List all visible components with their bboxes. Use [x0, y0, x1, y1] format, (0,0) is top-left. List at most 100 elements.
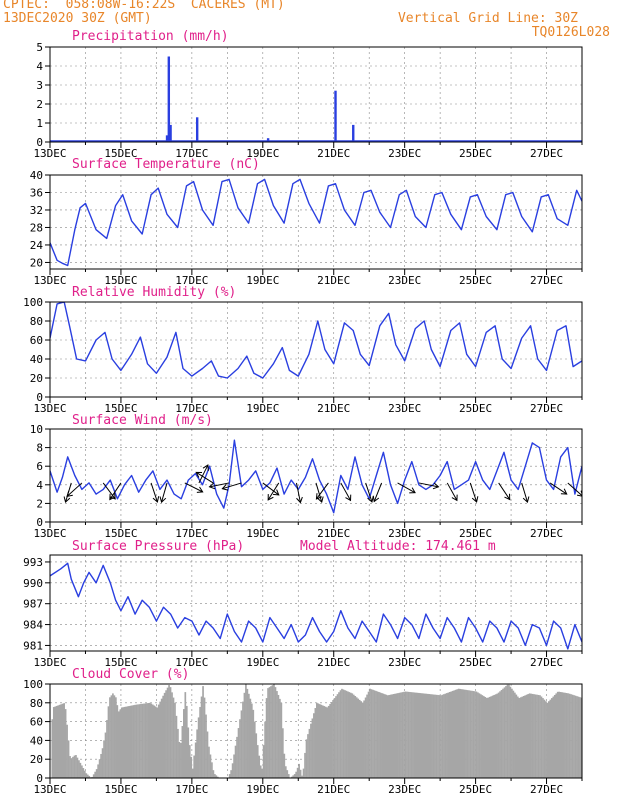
cloud-bar — [128, 706, 130, 778]
wind-arrow — [498, 482, 511, 500]
cloud-bar — [338, 692, 340, 778]
y-tick-label: 28 — [30, 221, 43, 234]
wind-arrow-head — [267, 494, 274, 501]
cloud-bar — [282, 728, 284, 778]
x-tick-label: 23DEC — [388, 656, 421, 669]
cloud-bar — [85, 773, 88, 778]
cloud-bar — [271, 685, 274, 778]
cloud-bar — [54, 706, 57, 778]
cloud-bar — [83, 770, 86, 778]
cloud-bar — [64, 709, 67, 778]
cloud-bar — [545, 701, 547, 778]
wind-arrow — [316, 482, 329, 500]
cloud-bar — [299, 769, 302, 778]
cloud-bar — [559, 691, 562, 778]
cloud-bar — [382, 693, 385, 778]
cloud-bar — [521, 696, 524, 778]
plot-area — [50, 178, 582, 267]
cloud-bar — [571, 694, 574, 778]
cloud-bar — [154, 706, 157, 778]
wind-arrow — [161, 482, 168, 503]
wind-arrow-head — [272, 489, 280, 496]
y-tick-label: 32 — [30, 204, 43, 217]
cloud-bar — [193, 755, 196, 778]
cloud-bar — [367, 691, 370, 778]
cloud-bar — [468, 690, 470, 778]
cloud-bar — [491, 695, 494, 778]
cloud-bar — [437, 694, 439, 778]
cloud-bar — [250, 703, 253, 778]
cloud-bar — [327, 705, 330, 778]
cloud-bar — [234, 745, 237, 778]
cloud-bar — [162, 695, 164, 778]
panel-title: Precipitation (mm/h) — [72, 29, 229, 44]
cloud-bar — [347, 691, 349, 778]
cloud-bar — [280, 702, 283, 778]
cloud-bar — [78, 760, 80, 778]
cloud-bar — [191, 768, 194, 778]
cloud-bar — [301, 775, 303, 778]
cloud-bar — [109, 697, 111, 778]
cloud-bar — [573, 695, 575, 778]
cloud-bar — [104, 732, 107, 778]
cloud-bar — [284, 766, 287, 778]
x-tick-label: 23DEC — [388, 783, 421, 796]
cloud-bar — [509, 686, 512, 778]
cloud-bar — [451, 690, 454, 778]
cloud-bar — [197, 717, 200, 778]
x-tick-label: 19DEC — [246, 783, 279, 796]
y-tick-label: 984 — [23, 619, 43, 632]
cloud-bar — [454, 689, 457, 778]
cloud-bar — [172, 697, 175, 778]
x-tick-label: 19DEC — [246, 527, 279, 540]
cloud-bar — [388, 694, 391, 778]
cloud-bar — [336, 694, 339, 778]
cloud-bar — [506, 684, 509, 778]
cloud-bar — [147, 703, 150, 778]
cloud-bar — [456, 689, 459, 778]
cloud-bar — [268, 687, 271, 778]
cloud-bar — [200, 696, 203, 778]
cloud-bar — [488, 696, 491, 778]
cloud-bar — [318, 704, 321, 778]
cloud-bar — [82, 768, 85, 778]
cloud-bar — [333, 698, 336, 778]
cloud-bar — [324, 706, 327, 778]
cloud-bar — [215, 775, 218, 778]
x-tick-label: 17DEC — [175, 527, 208, 540]
x-tick-label: 23DEC — [388, 147, 421, 160]
x-tick-label: 23DEC — [388, 527, 421, 540]
y-tick-label: 40 — [30, 169, 43, 182]
cloud-bar — [270, 686, 272, 778]
cloud-bar — [502, 688, 504, 778]
cloud-bar — [487, 697, 490, 778]
cloud-bar — [494, 694, 497, 778]
cloud-bar — [160, 698, 163, 778]
cloud-bar — [203, 697, 206, 778]
x-tick-label: 13DEC — [33, 783, 66, 796]
wind-arrow — [267, 482, 280, 501]
cloud-bar — [101, 748, 104, 778]
cloud-bar — [174, 702, 176, 778]
cloud-bar — [444, 693, 447, 778]
cloud-bar — [516, 696, 519, 778]
cloud-bar — [373, 690, 376, 778]
cloud-bar — [202, 686, 204, 778]
x-tick-label: 17DEC — [175, 147, 208, 160]
cloud-bar — [493, 694, 496, 778]
wind-arrow — [195, 471, 214, 484]
cloud-bar — [577, 696, 580, 778]
cloud-bar — [157, 704, 160, 778]
cloud-bar — [443, 694, 445, 778]
cloud-bar — [518, 697, 521, 778]
cloud-bar — [188, 745, 191, 778]
plot-area — [50, 56, 582, 142]
cloud-bar — [187, 727, 190, 778]
grid-line-note: Vertical Grid Line: 30Z — [397, 11, 578, 26]
cloud-bar — [180, 743, 182, 778]
cloud-bar — [277, 694, 280, 778]
cloud-bar — [67, 740, 70, 778]
cloud-bar — [259, 765, 262, 778]
cloud-bar — [310, 723, 312, 778]
y-tick-label: 60 — [30, 334, 43, 347]
